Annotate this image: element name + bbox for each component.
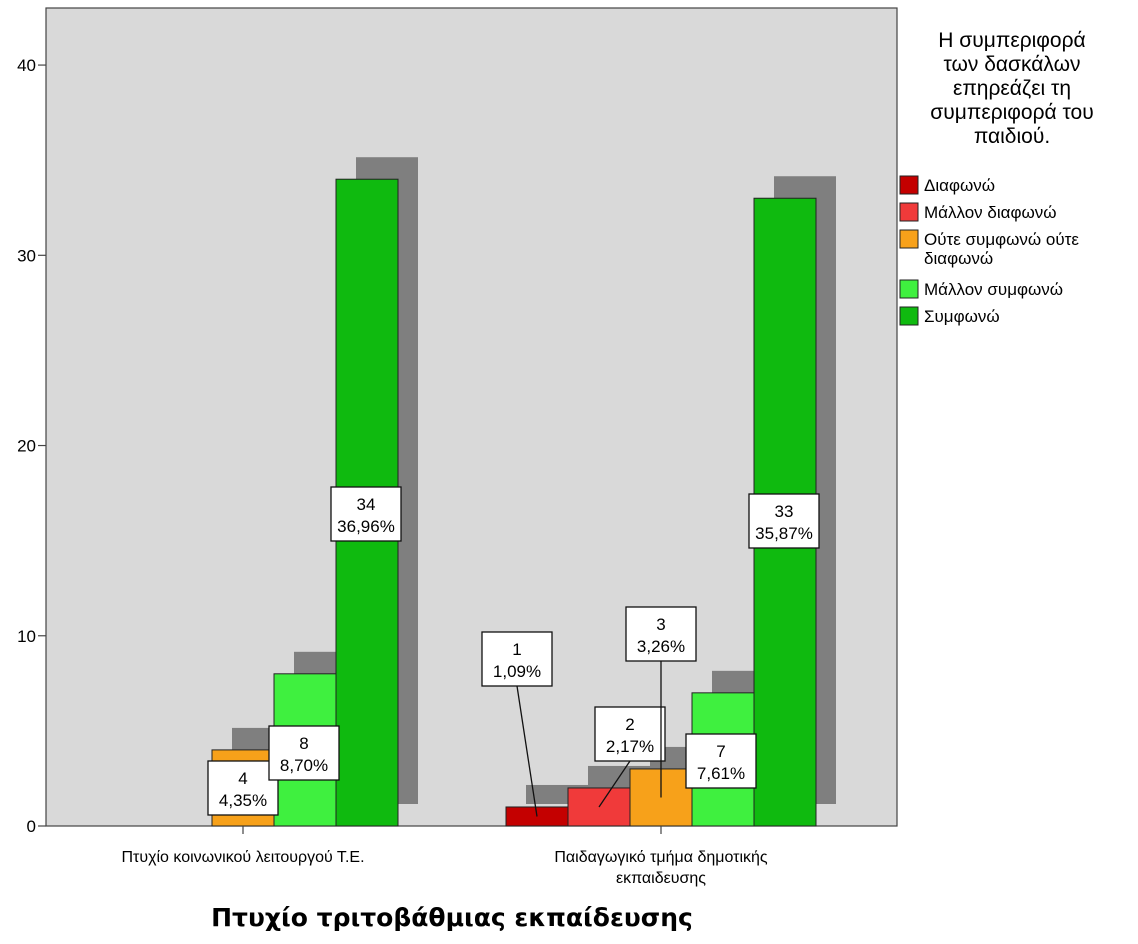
legend-title: συμπεριφορά του — [930, 101, 1093, 124]
data-label-percent: 8,70% — [280, 756, 328, 775]
y-tick-label: 40 — [17, 56, 36, 75]
legend-label: Διαφωνώ — [924, 176, 995, 195]
y-tick-label: 10 — [17, 627, 36, 646]
y-tick-label: 30 — [17, 246, 36, 265]
legend-title: των δασκάλων — [944, 53, 1081, 76]
data-label-box — [748, 493, 820, 549]
data-labels: 4 4,35% 8 8,70% 34 36,96% 1 1,09% 2 2,17% 3 3,26% 7 7… — [207, 486, 820, 817]
data-label-percent: 35,87% — [755, 524, 813, 543]
data-label-box — [481, 631, 553, 687]
x-category-label: εκπαιδευσης — [616, 870, 706, 887]
data-label-percent: 7,61% — [697, 764, 745, 783]
data-label-leader — [598, 760, 631, 808]
data-label-count: 8 — [299, 734, 308, 753]
legend-title: παιδιού. — [974, 125, 1050, 148]
legend-label: διαφωνώ — [924, 249, 993, 268]
y-axis: 0 10 20 30 40 — [17, 56, 46, 836]
legend-swatch — [899, 229, 919, 249]
x-category-label: Παιδαγωγικό τμήμα δημοτικής — [554, 849, 768, 866]
legend-label: Ούτε συμφωνώ ούτε — [924, 230, 1079, 249]
x-category-label: Πτυχίο κοινωνικού λειτουργού Τ.Ε. — [121, 849, 364, 866]
data-label-percent: 36,96% — [337, 517, 395, 536]
data-label-box — [207, 760, 279, 816]
y-tick-label: 0 — [27, 817, 36, 836]
data-label-count: 7 — [716, 742, 725, 761]
y-tick-label: 20 — [17, 437, 36, 456]
data-label-box — [685, 733, 757, 789]
x-axis-label: Πτυχίο τριτοβάθμιας εκπαίδευσης — [211, 903, 693, 932]
data-label-percent: 4,35% — [219, 791, 267, 810]
legend-swatch — [899, 306, 919, 326]
data-label-count: 33 — [775, 502, 794, 521]
data-label-count: 2 — [625, 715, 634, 734]
data-label-leader — [516, 685, 538, 817]
legend-swatch — [899, 202, 919, 222]
data-label-count: 4 — [238, 769, 247, 788]
legend-swatch — [899, 175, 919, 195]
legend-title: επηρεάζει τη — [953, 77, 1071, 100]
data-label-box — [330, 486, 402, 542]
data-label-box — [625, 606, 697, 662]
data-label-count: 1 — [512, 640, 521, 659]
legend-label: Συμφωνώ — [924, 307, 1000, 326]
data-label-percent: 1,09% — [493, 662, 541, 681]
legend-label: Μάλλον συμφωνώ — [924, 280, 1063, 299]
bar — [505, 806, 569, 827]
legend-label: Μάλλον διαφωνώ — [924, 203, 1057, 222]
data-label-box — [594, 706, 666, 762]
legend-swatch — [899, 279, 919, 299]
data-label-percent: 2,17% — [606, 737, 654, 756]
data-label-count: 3 — [656, 615, 665, 634]
data-label-box — [268, 725, 340, 781]
data-label-percent: 3,26% — [637, 637, 685, 656]
x-axis: Πτυχίο κοινωνικού λειτουργού Τ.Ε. Παιδαγω… — [121, 826, 768, 887]
data-label-count: 34 — [357, 495, 376, 514]
legend-title: Η συμπεριφορά — [938, 29, 1085, 52]
